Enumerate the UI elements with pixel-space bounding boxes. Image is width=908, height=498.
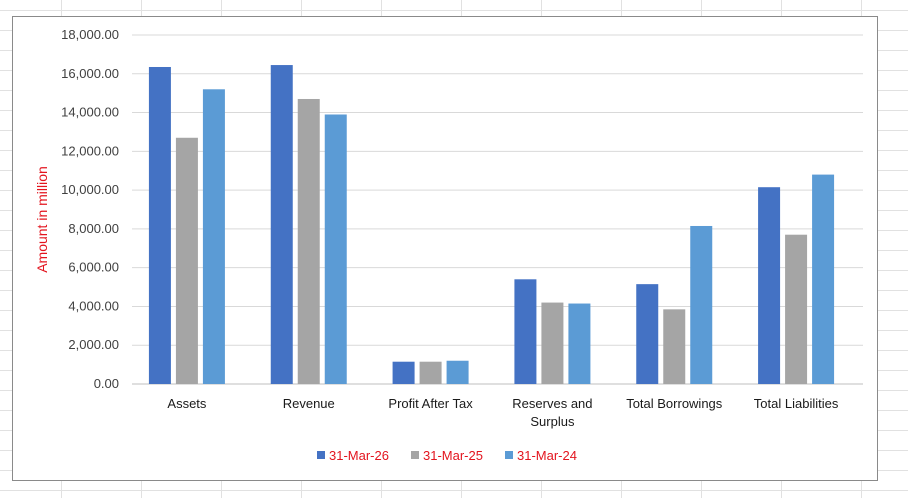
y-tick-label: 14,000.00 [61, 105, 119, 120]
legend-label: 31-Mar-25 [423, 448, 483, 463]
y-tick-label: 2,000.00 [68, 337, 119, 352]
legend-swatch [505, 451, 513, 459]
bar-2-5 [663, 309, 686, 384]
y-tick-label: 4,000.00 [68, 298, 119, 313]
bar-2-3 [419, 361, 442, 384]
x-category-label: Surplus [530, 414, 575, 429]
bar-1-2 [270, 65, 293, 384]
bar-3-2 [324, 114, 347, 384]
x-category-label: Assets [167, 396, 207, 411]
y-tick-label: 0.00 [94, 376, 119, 391]
y-tick-label: 6,000.00 [68, 260, 119, 275]
y-tick-label: 18,000.00 [61, 27, 119, 42]
legend-swatch [317, 451, 325, 459]
bar-chart: 0.00 2,000.00 4,000.00 6,000.00 8,000.00 10,0… [34, 27, 863, 463]
chart-area[interactable]: 0.00 2,000.00 4,000.00 6,000.00 8,000.00 10,0… [12, 16, 878, 481]
x-category-label: Total Liabilities [754, 396, 839, 411]
y-tick-label: 8,000.00 [68, 221, 119, 236]
bar-2-2 [297, 98, 320, 384]
bar-3-5 [690, 225, 713, 384]
bar-2-1 [175, 137, 198, 384]
bar-2-4 [541, 302, 564, 384]
y-tick-label: 16,000.00 [61, 66, 119, 81]
bar-1-4 [514, 279, 537, 384]
bar-3-1 [202, 89, 225, 385]
legend-swatch [411, 451, 419, 459]
bar-2-6 [785, 234, 808, 384]
x-category-label: Reserves and [512, 396, 592, 411]
bar-3-4 [568, 303, 591, 384]
bar-1-6 [758, 187, 781, 384]
legend-label: 31-Mar-26 [329, 448, 389, 463]
y-tick-label: 10,000.00 [61, 182, 119, 197]
y-tick-label: 12,000.00 [61, 143, 119, 158]
bar-1-1 [148, 66, 171, 384]
x-category-label: Revenue [283, 396, 335, 411]
x-category-label: Total Borrowings [626, 396, 723, 411]
bar-1-5 [636, 284, 659, 384]
y-axis-title: Amount in million [34, 166, 50, 273]
bar-3-6 [812, 174, 835, 384]
legend-label: 31-Mar-24 [517, 448, 577, 463]
bar-1-3 [392, 361, 415, 384]
bar-3-3 [446, 360, 469, 384]
x-category-label: Profit After Tax [388, 396, 473, 411]
